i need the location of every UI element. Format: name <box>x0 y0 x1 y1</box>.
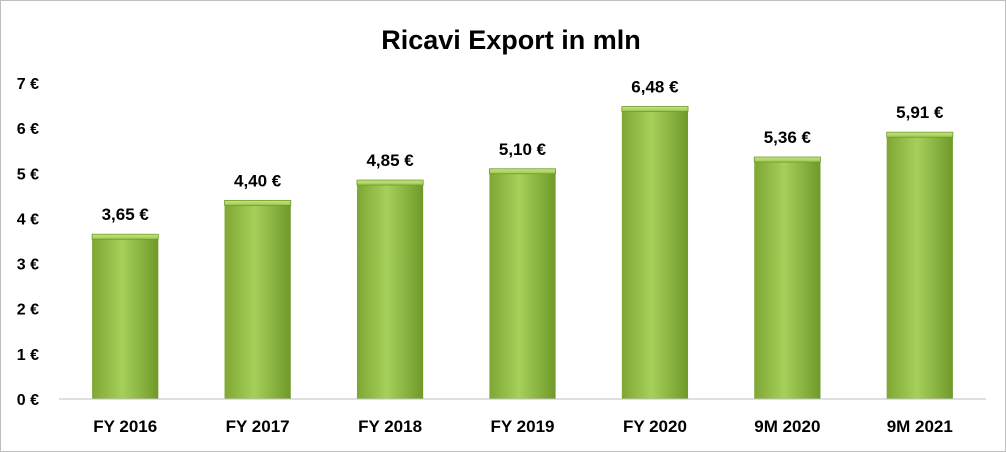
data-label: 4,40 € <box>234 171 282 190</box>
bar <box>92 234 159 399</box>
bar-top-bevel <box>224 199 292 206</box>
data-label: 5,10 € <box>499 140 547 159</box>
bar-top-bevel <box>488 168 557 175</box>
data-label: 5,36 € <box>764 128 812 147</box>
bar <box>754 157 821 399</box>
bar-group <box>91 233 159 399</box>
y-tick-label: 5 € <box>17 166 39 183</box>
bar <box>489 168 556 399</box>
bar-group <box>621 106 689 399</box>
y-tick-label: 1 € <box>17 347 39 364</box>
x-tick-label: 9M 2021 <box>887 417 953 436</box>
x-tick-label: FY 2020 <box>623 417 687 436</box>
bar <box>886 132 953 399</box>
data-label: 6,48 € <box>631 77 679 96</box>
y-tick-label: 4 € <box>17 211 39 228</box>
bar-group <box>224 199 292 399</box>
bar-top-bevel <box>753 156 821 163</box>
y-tick-label: 0 € <box>17 392 39 409</box>
y-tick-label: 6 € <box>17 121 39 138</box>
bar-group <box>753 156 821 399</box>
x-tick-label: FY 2018 <box>358 417 422 436</box>
bar-group <box>488 168 557 399</box>
bar-top-bevel <box>356 179 424 186</box>
bar-group <box>886 131 954 399</box>
x-tick-label: FY 2017 <box>226 417 290 436</box>
bar <box>621 106 689 399</box>
data-label: 3,65 € <box>102 205 150 224</box>
y-tick-label: 7 € <box>17 76 39 93</box>
x-tick-label: FY 2016 <box>93 417 157 436</box>
x-tick-label: 9M 2020 <box>754 417 820 436</box>
chart-title: Ricavi Export in mln <box>381 25 641 55</box>
data-label: 4,85 € <box>366 151 414 170</box>
bar <box>224 200 291 399</box>
data-label: 5,91 € <box>896 103 944 122</box>
bar-top-bevel <box>886 131 954 138</box>
bar-top-bevel <box>91 233 159 240</box>
bar <box>356 180 424 399</box>
y-tick-label: 3 € <box>17 257 39 274</box>
bar-top-bevel <box>621 106 689 112</box>
x-axis: FY 2016 FY 2017 FY 2018 FY 2019 FY 2020 9M 20… <box>59 398 986 436</box>
y-tick-label: 2 € <box>17 302 39 319</box>
bars: 3,65 € 4,40 € 4,85 € 5,10 € 6,48 € 5,36 € 5,91… <box>91 77 954 399</box>
x-tick-label: FY 2019 <box>491 417 555 436</box>
y-axis: 0 € 1 € 2 € 3 € 4 € 5 € 6 € 7 € <box>17 76 39 409</box>
bar-group <box>356 179 424 399</box>
